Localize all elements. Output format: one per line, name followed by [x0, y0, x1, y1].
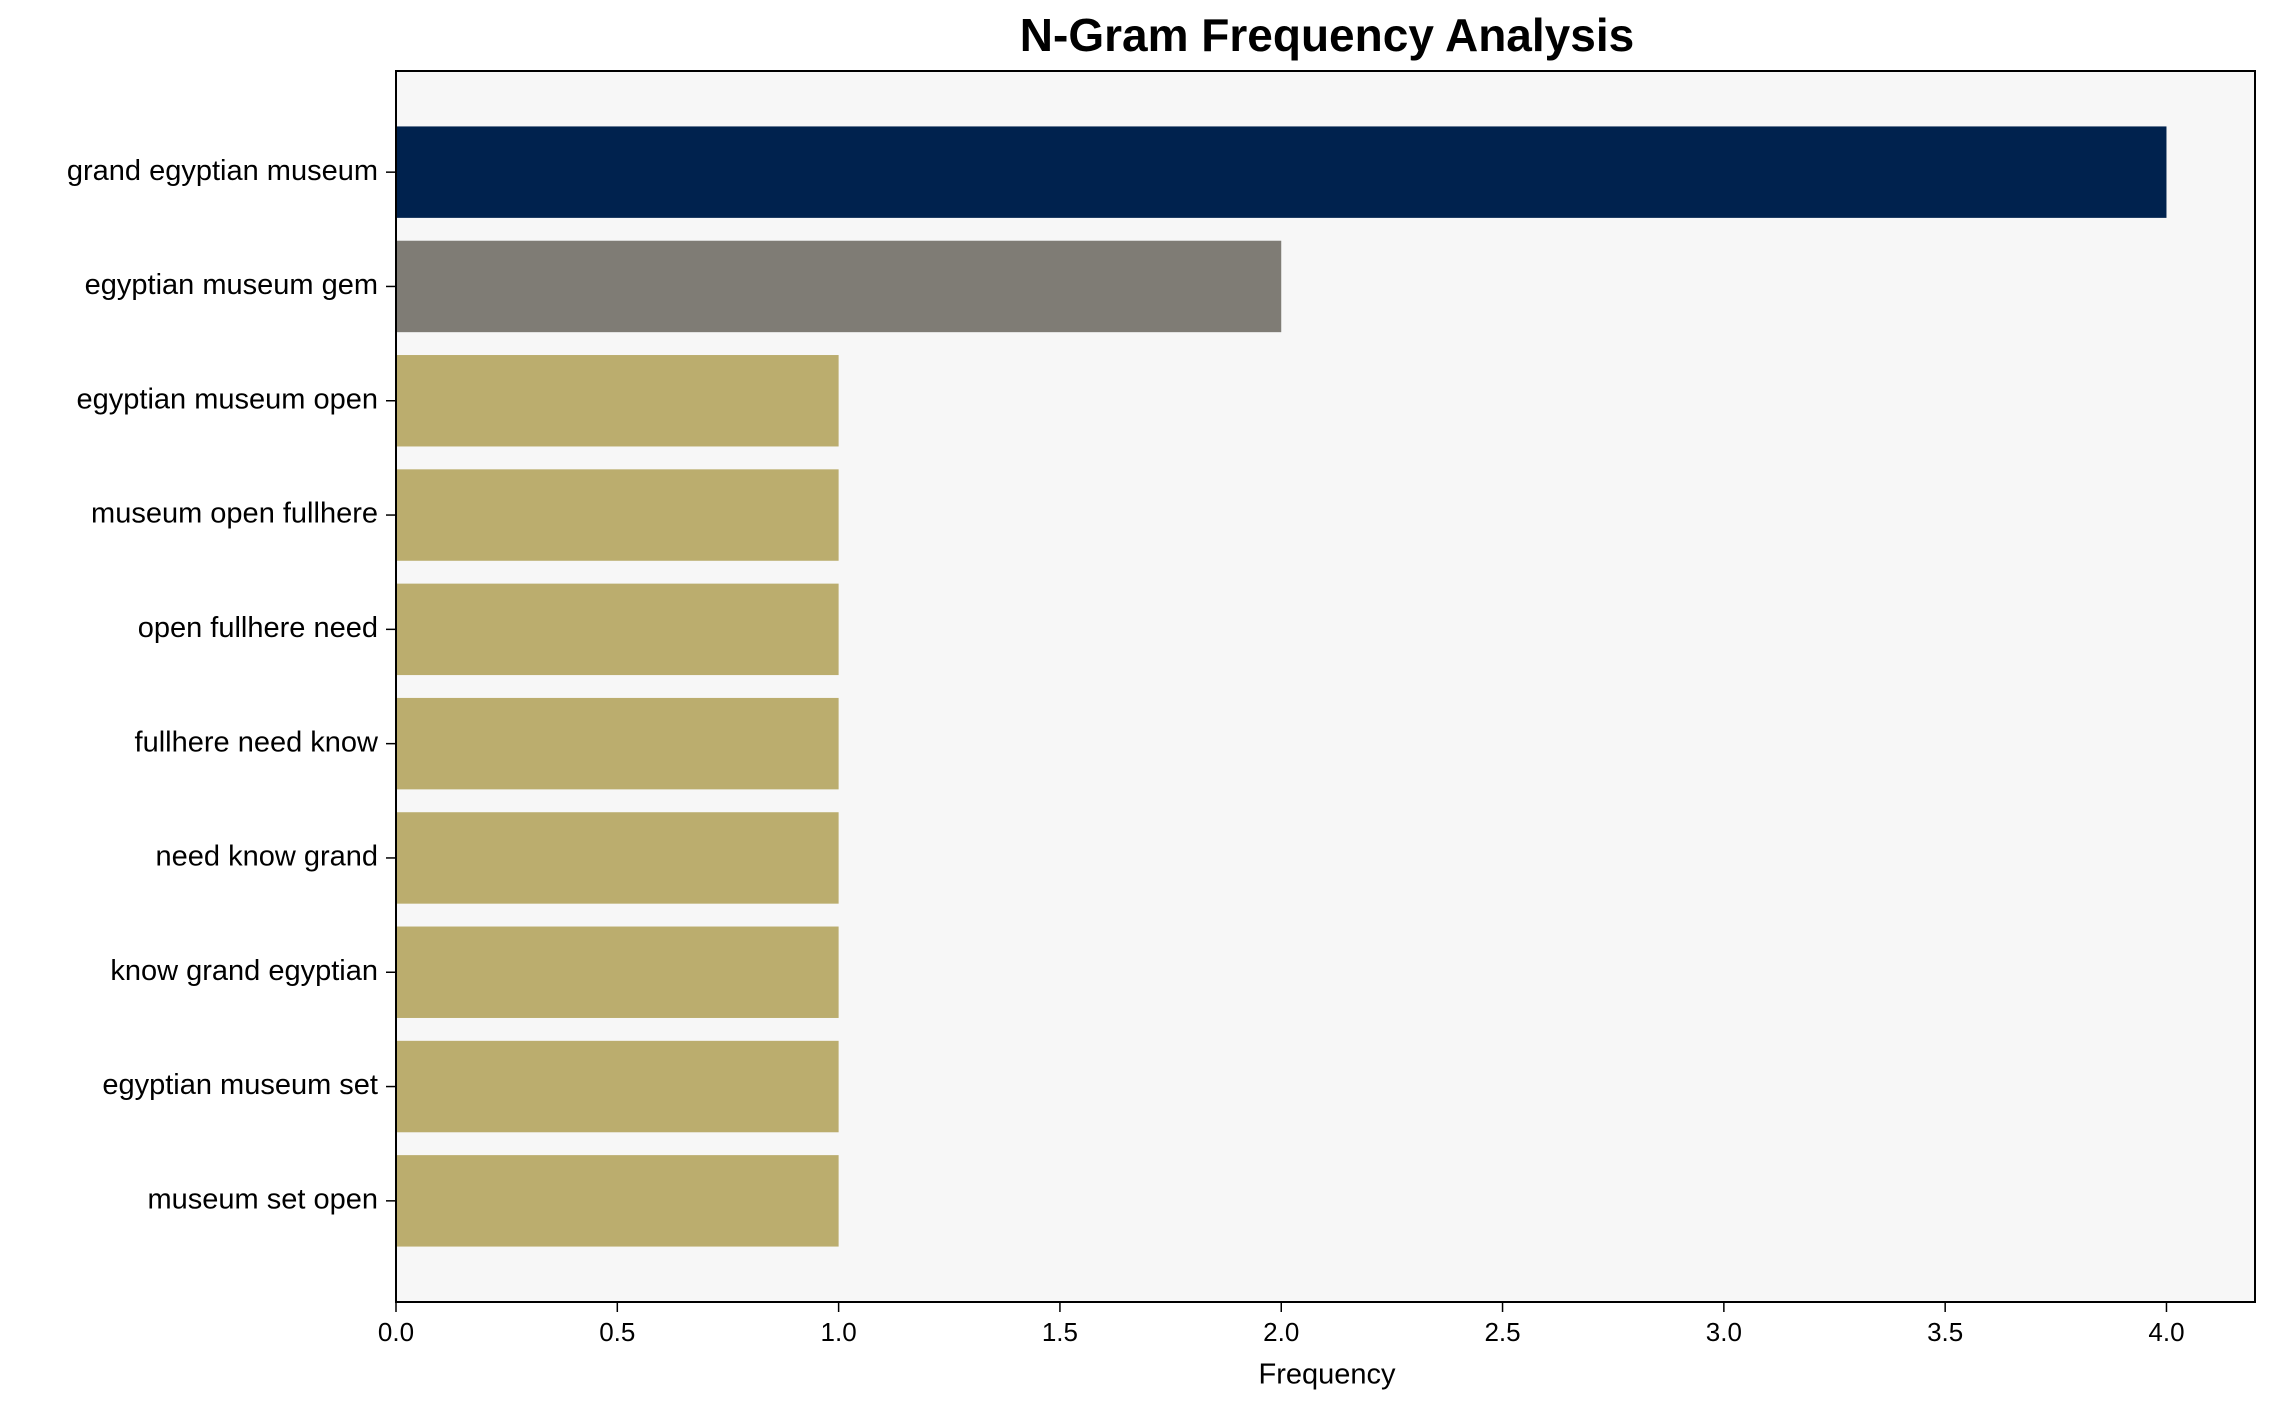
- y-tick-label: egyptian museum open: [77, 383, 378, 415]
- y-tick-label: egyptian museum gem: [85, 269, 378, 301]
- x-tick-label: 2.5: [1484, 1317, 1520, 1347]
- bar: [396, 469, 839, 561]
- y-tick-label: egyptian museum set: [102, 1069, 378, 1101]
- bar: [396, 1040, 839, 1133]
- x-tick-label: 0.5: [599, 1317, 635, 1347]
- y-tick-label: grand egyptian museum: [67, 155, 378, 187]
- y-tick-label: museum open fullhere: [91, 498, 378, 530]
- plot-frame: [395, 70, 2256, 1303]
- x-tick-label: 2.0: [1263, 1317, 1299, 1347]
- bar: [396, 697, 839, 790]
- bar: [396, 926, 839, 1018]
- bar: [396, 126, 2167, 218]
- y-tick-label: need know grand: [156, 841, 379, 873]
- bar: [396, 1155, 839, 1247]
- x-tick-label: 3.5: [1927, 1317, 1963, 1347]
- x-tick-label: 0.0: [378, 1317, 414, 1347]
- bar: [396, 240, 1282, 333]
- x-tick-label: 1.5: [1042, 1317, 1078, 1347]
- x-tick-label: 4.0: [2148, 1317, 2184, 1347]
- x-tick-label: 3.0: [1706, 1317, 1742, 1347]
- bar: [396, 355, 839, 447]
- y-tick-label: museum set open: [147, 1184, 378, 1216]
- bar: [396, 583, 839, 676]
- x-axis-label: Frequency: [1258, 1359, 1396, 1391]
- y-tick-label: fullhere need know: [135, 726, 379, 758]
- x-tick-label: 1.0: [821, 1317, 857, 1347]
- chart-title: N-Gram Frequency Analysis: [1020, 9, 1634, 61]
- bar: [396, 812, 839, 904]
- y-tick-label: open fullhere need: [138, 612, 378, 644]
- y-tick-label: know grand egyptian: [110, 955, 378, 987]
